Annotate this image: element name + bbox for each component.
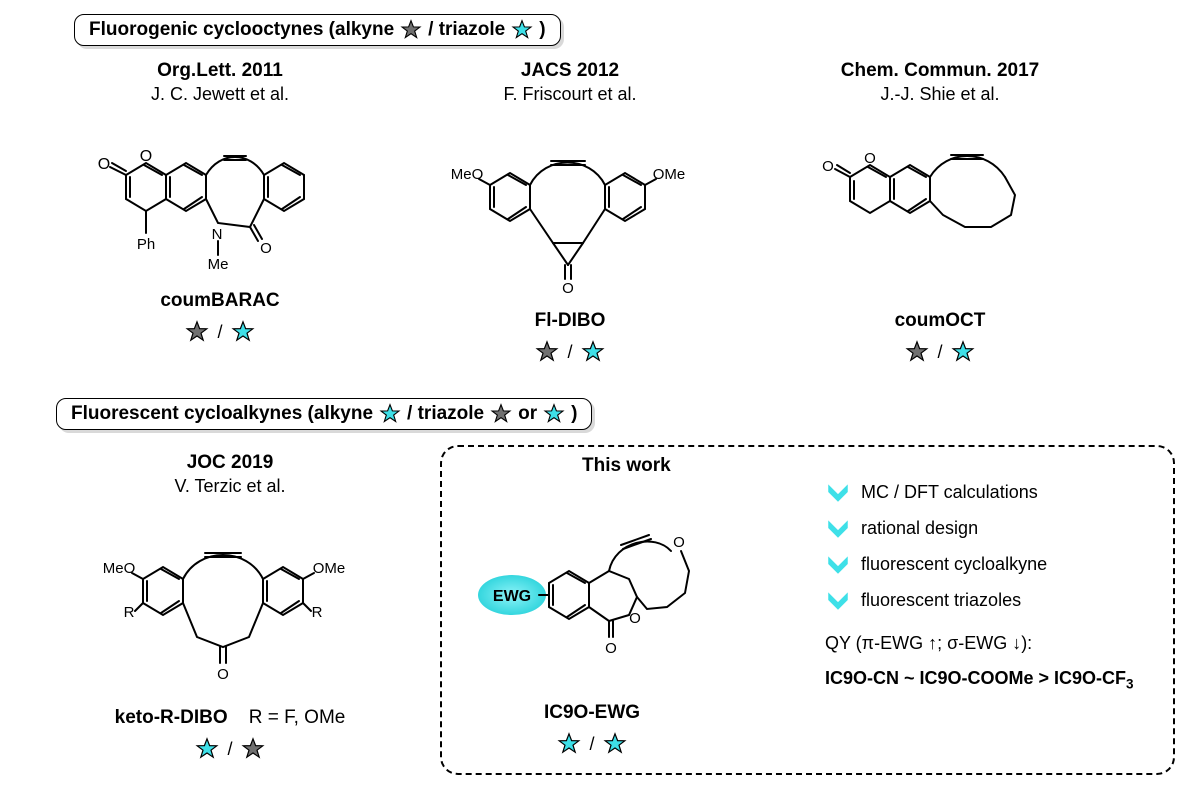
molecule-coumoct: O O	[815, 115, 1065, 265]
svg-text:O: O	[217, 666, 229, 683]
slash: /	[589, 734, 594, 755]
ewg-tag: EWG	[493, 588, 531, 605]
svg-text:O: O	[562, 280, 574, 295]
svg-text:O: O	[260, 240, 272, 257]
entry-fldibo: JACS 2012 F. Friscourt et al. MeO OMe	[420, 60, 720, 364]
svg-text:MeO: MeO	[451, 166, 484, 183]
header-fluorescent: Fluorescent cycloalkynes (alkyne / triaz…	[56, 398, 592, 430]
feature-item: MC / DFT calculations	[825, 479, 1155, 505]
star-icon	[905, 340, 929, 364]
svg-text:R: R	[312, 604, 323, 621]
feature-item: fluorescent cycloalkyne	[825, 551, 1155, 577]
mol-label: Fl-DIBO	[420, 310, 720, 332]
svg-text:O: O	[673, 534, 685, 551]
feature-text: MC / DFT calculations	[861, 482, 1038, 503]
label-suffix: R = F, OMe	[249, 707, 346, 728]
header-text: or	[518, 403, 537, 425]
feature-text: fluorescent cycloalkyne	[861, 554, 1047, 575]
star-icon	[241, 737, 265, 761]
star-row: /	[462, 732, 722, 756]
qy-line: QY (π-EWG ↑; σ-EWG ↓):	[825, 633, 1155, 654]
header-text: )	[539, 19, 545, 41]
star-icon	[231, 320, 255, 344]
star-icon	[535, 340, 559, 364]
authors: J.-J. Shie et al.	[790, 84, 1090, 105]
star-icon	[185, 320, 209, 344]
cmp-text: IC9O-CN ~ IC9O-COOMe > IC9O-CF	[825, 668, 1126, 688]
authors: V. Terzic et al.	[70, 476, 390, 497]
molecule-fldibo: MeO OMe O	[435, 115, 705, 295]
svg-text:OMe: OMe	[313, 560, 346, 577]
journal: JOC 2019	[70, 452, 390, 474]
star-icon	[951, 340, 975, 364]
star-row: /	[790, 340, 1090, 364]
mol-label: coumOCT	[790, 310, 1090, 332]
feature-item: fluorescent triazoles	[825, 587, 1155, 613]
authors: J. C. Jewett et al.	[70, 84, 370, 105]
svg-text:N: N	[212, 226, 223, 243]
journal: Org.Lett. 2011	[70, 60, 370, 82]
star-row: /	[70, 320, 370, 344]
slash: /	[567, 342, 572, 363]
svg-text:O: O	[140, 148, 152, 165]
star-row: /	[70, 737, 390, 761]
svg-text:Me: Me	[208, 256, 229, 273]
svg-text:O: O	[605, 640, 617, 657]
entry-ic9o: EWG O O O IC9O-E	[462, 477, 722, 756]
feature-text: rational design	[861, 518, 978, 539]
star-icon	[379, 403, 401, 425]
molecule-coumbarac: O O N Me O	[90, 115, 350, 275]
svg-text:O: O	[98, 156, 110, 173]
this-work-box: This work EWG	[440, 445, 1175, 775]
authors: F. Friscourt et al.	[420, 84, 720, 105]
feature-list: MC / DFT calculations rational design fl…	[825, 469, 1155, 692]
feature-item: rational design	[825, 515, 1155, 541]
subscript-3: 3	[1126, 677, 1134, 692]
chevron-icon	[825, 587, 851, 613]
header-text: )	[571, 403, 577, 425]
star-icon	[400, 19, 422, 41]
chevron-icon	[825, 479, 851, 505]
svg-text:R: R	[124, 604, 135, 621]
star-row: /	[420, 340, 720, 364]
slash: /	[937, 342, 942, 363]
molecule-ic9o: EWG O O O	[467, 487, 717, 687]
journal: Chem. Commun. 2017	[790, 60, 1090, 82]
svg-text:OMe: OMe	[653, 166, 686, 183]
star-icon	[603, 732, 627, 756]
star-icon	[557, 732, 581, 756]
label-prefix: keto-R-DIBO	[115, 707, 228, 728]
slash: /	[217, 322, 222, 343]
journal: JACS 2012	[420, 60, 720, 82]
chevron-icon	[825, 515, 851, 541]
star-icon	[195, 737, 219, 761]
mol-label: keto-R-DIBO R = F, OMe	[70, 707, 390, 729]
chevron-icon	[825, 551, 851, 577]
star-icon	[581, 340, 605, 364]
mol-label: IC9O-EWG	[462, 702, 722, 724]
molecule-ketordibo: MeO R OMe R O	[85, 507, 375, 692]
svg-text:Ph: Ph	[137, 236, 155, 253]
header-fluorogenic: Fluorogenic cyclooctynes (alkyne / triaz…	[74, 14, 561, 46]
svg-text:O: O	[822, 158, 834, 175]
star-icon	[543, 403, 565, 425]
this-work-title: This work	[582, 455, 671, 477]
entry-ketordibo: JOC 2019 V. Terzic et al. MeO R OMe R	[70, 452, 390, 761]
feature-text: fluorescent triazoles	[861, 590, 1021, 611]
entry-coumbarac: Org.Lett. 2011 J. C. Jewett et al. O O	[70, 60, 370, 344]
svg-text:O: O	[629, 610, 641, 627]
mol-label: coumBARAC	[70, 290, 370, 312]
svg-text:MeO: MeO	[103, 560, 136, 577]
header-text: / triazole	[407, 403, 484, 425]
header-text: Fluorogenic cyclooctynes (alkyne	[89, 19, 394, 41]
slash: /	[227, 739, 232, 760]
star-icon	[511, 19, 533, 41]
entry-coumoct: Chem. Commun. 2017 J.-J. Shie et al. O O…	[790, 60, 1090, 364]
cmp-line: IC9O-CN ~ IC9O-COOMe > IC9O-CF3	[825, 668, 1155, 692]
header-text: Fluorescent cycloalkynes (alkyne	[71, 403, 373, 425]
star-icon	[490, 403, 512, 425]
svg-text:O: O	[864, 150, 876, 167]
header-text: / triazole	[428, 19, 505, 41]
